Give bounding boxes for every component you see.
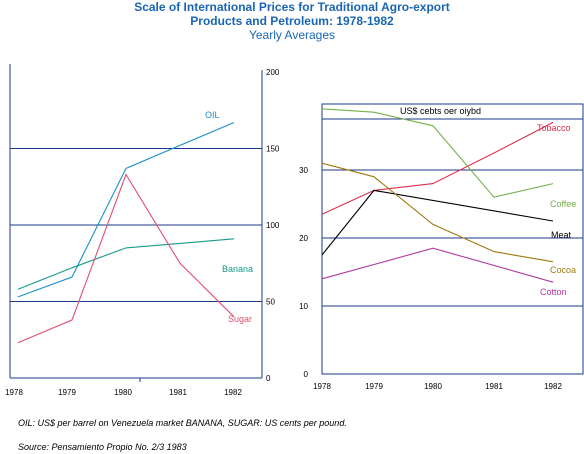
right-axis-unit-label: US$ cebts oer oiybd xyxy=(400,106,481,116)
series-label-cocoa: Cocoa xyxy=(550,265,576,275)
left-y-tick-label: 150 xyxy=(266,145,280,154)
chart-title-line-1: Scale of International Prices for Tradit… xyxy=(134,0,450,14)
chart-title-line-2: Products and Petroleum: 1978-1982 xyxy=(190,14,394,28)
line-tobacco xyxy=(321,121,554,215)
chart-title-block: Scale of International Prices for Tradit… xyxy=(0,0,584,42)
left-y-tick-label: 50 xyxy=(266,298,275,307)
left-x-tick-label: 1981 xyxy=(169,388,187,397)
right-y-tick-label: 10 xyxy=(299,302,308,311)
right-frame xyxy=(321,103,584,375)
right-y-tick-label: 20 xyxy=(299,234,308,243)
series-label-coffee: Coffee xyxy=(550,199,576,209)
series-label-meat: Meat xyxy=(551,230,572,240)
left-y-tick-label: 100 xyxy=(266,221,280,230)
line-cotton xyxy=(321,247,554,283)
right-y-tick-label: 0 xyxy=(304,370,309,379)
series-label-oil: OIL xyxy=(205,110,220,120)
right-x-tick-label: 1982 xyxy=(544,382,562,391)
right-x-tick-label: 1979 xyxy=(365,382,383,391)
line-cocoa xyxy=(321,162,554,263)
line-meat xyxy=(321,189,554,256)
units-note: OIL: US$ per barrel on Venezuela market … xyxy=(18,418,347,428)
left-y-tick-label: 200 xyxy=(266,68,280,77)
left-x-tick-label: 1979 xyxy=(58,388,76,397)
line-banana xyxy=(17,238,235,290)
left-x-tick-label: 1978 xyxy=(5,388,23,397)
left-x-tick-label: 1980 xyxy=(114,388,132,397)
line-oil xyxy=(17,121,235,298)
line-sugar xyxy=(17,173,235,344)
chart-subtitle: Yearly Averages xyxy=(248,28,336,42)
series-label-tobacco: Tobacco xyxy=(537,123,571,133)
right-x-tick-label: 1981 xyxy=(485,382,503,391)
series-label-cotton: Cotton xyxy=(540,287,567,297)
source-note: Source: Pensamiento Propio No. 2/3 1983 xyxy=(18,442,187,452)
right-x-tick-label: 1980 xyxy=(424,382,442,391)
series-label-sugar: Sugar xyxy=(228,314,252,324)
right-y-tick-label: 30 xyxy=(299,166,308,175)
left-x-tick-label: 1982 xyxy=(224,388,242,397)
left-y-tick-label: 0 xyxy=(266,374,271,383)
line-coffee xyxy=(321,108,554,198)
series-label-banana: Banana xyxy=(222,264,253,274)
right-x-tick-label: 1978 xyxy=(313,382,331,391)
